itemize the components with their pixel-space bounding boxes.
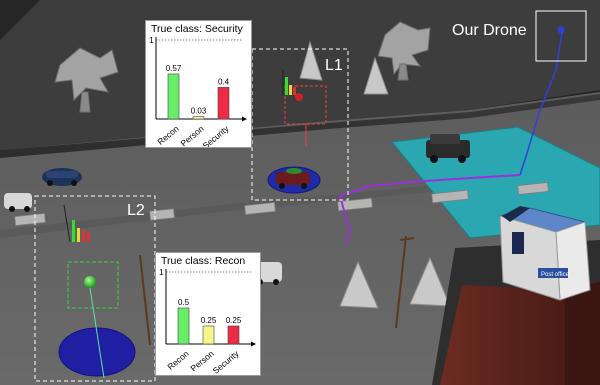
- bar-recon: [167, 73, 180, 120]
- category-label: Recon: [165, 348, 190, 372]
- bar-security: [227, 325, 240, 345]
- region-l1-box: [251, 48, 349, 201]
- bar-person: [192, 116, 205, 120]
- category-label: Security: [211, 348, 242, 375]
- class-probability-panel-l2: True class: Recon 1 0.5 Recon 0.25 Person 0.2…: [155, 252, 261, 376]
- drone-path-blue: [519, 31, 563, 176]
- value-label: 0.57: [166, 64, 182, 73]
- class-probability-panel-l1: True class: Security 1 0.57 Recon 0.03 Perso…: [145, 20, 252, 148]
- svg-text:Post office: Post office: [541, 272, 570, 278]
- panel-title: True class: Recon: [161, 255, 246, 267]
- bar-security: [217, 87, 230, 120]
- cone-tree: [363, 56, 389, 95]
- tree-left: [54, 47, 119, 113]
- region-l1-label: L1: [325, 57, 343, 74]
- our-drone-label: Our Drone: [452, 22, 527, 39]
- drone-box: [535, 10, 587, 62]
- x-axis-arrow: [242, 116, 247, 122]
- category-label: Recon: [155, 123, 180, 147]
- car-white-left: [4, 193, 32, 212]
- value-label: 0.03: [191, 107, 207, 116]
- region-l2-label: L2: [127, 202, 145, 219]
- cone-tree: [339, 260, 379, 309]
- bar-person: [202, 325, 215, 345]
- target-vehicle-l1: [276, 168, 310, 189]
- x-axis-arrow: [251, 341, 256, 347]
- car-left: [42, 168, 82, 186]
- value-label: 0.25: [201, 316, 217, 325]
- drone-path-purple: [338, 174, 521, 245]
- suv-dark: [426, 134, 470, 163]
- value-label: 0.25: [226, 316, 242, 325]
- bar-recon: [177, 307, 190, 345]
- ymax-label: 1: [159, 267, 164, 277]
- category-label: Security: [201, 123, 232, 147]
- tree-right: [377, 21, 431, 81]
- drone-marker: [557, 26, 565, 34]
- cone-tree: [409, 256, 451, 307]
- target-sphere-l2: [84, 276, 96, 288]
- panel-title: True class: Security: [151, 23, 243, 35]
- target-zone-l2: [58, 327, 136, 377]
- ymax-label: 1: [149, 35, 154, 45]
- mini-bars-l1: [282, 70, 296, 96]
- value-label: 0.5: [178, 298, 190, 307]
- cone-tree: [299, 40, 323, 81]
- mini-bars-l2: [63, 204, 90, 243]
- value-label: 0.4: [218, 77, 230, 86]
